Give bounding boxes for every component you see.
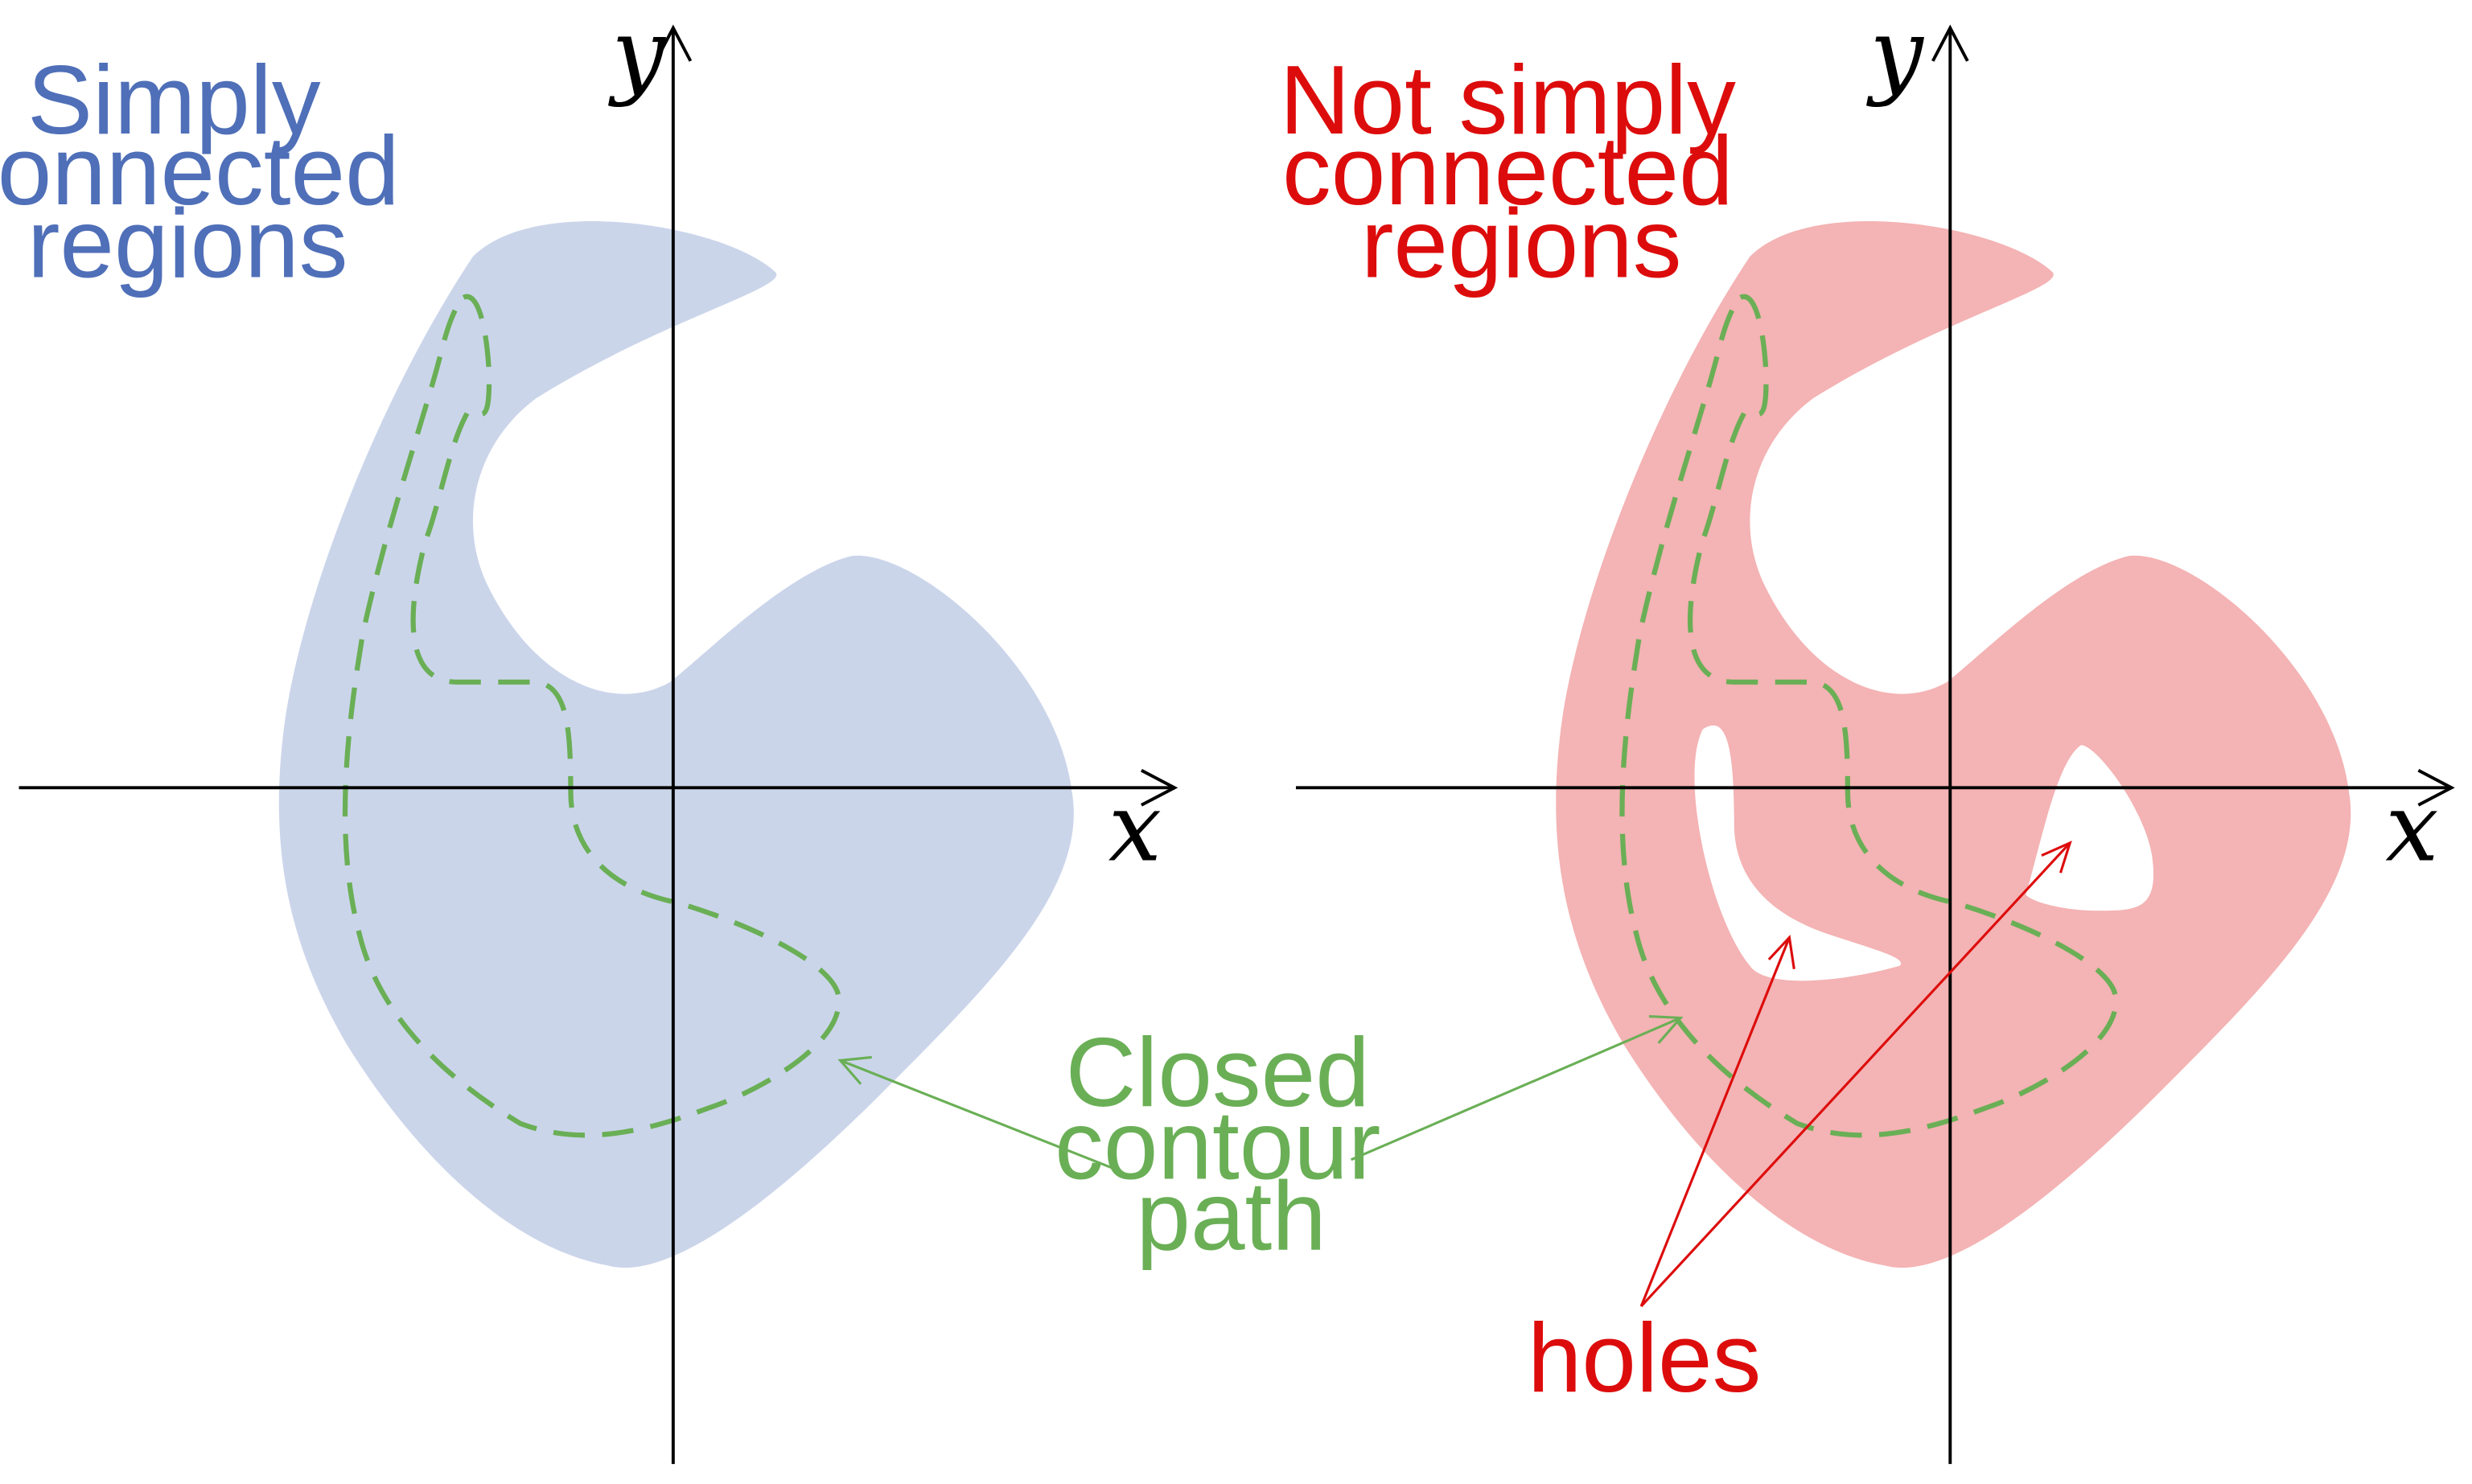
contour-label: Closed contour path [1055,1017,1408,1270]
contour-annotation: Closed contour path [837,1014,1684,1271]
contour-arrow-left [840,1059,1113,1170]
hole-arrow-left [1639,936,1791,1307]
arrow-head-icon [837,1055,872,1085]
arrow-head-icon [2417,769,2455,807]
right-x-axis-label: x [2385,772,2438,882]
right-title: Not simply connected regions [1280,45,1763,298]
right-axes [1295,24,2455,1465]
left-x-axis-label: x [1108,772,1162,882]
arrow-head-icon [1648,1014,1684,1044]
holes-annotation: holes [1528,841,2072,1412]
not-simply-connected-region [1556,220,2351,1268]
simply-connected-region [278,220,1074,1268]
hole-arrow-right [1640,841,2071,1308]
left-axes [19,24,1178,1465]
left-y-axis-label: y [607,0,666,109]
right-y-axis-label: y [1865,0,1924,109]
arrow-head-icon [1931,24,1969,62]
holes-label: holes [1528,1303,1761,1412]
left-panel: y x Simply connected regions [0,0,1178,1465]
arrow-head-icon [2041,841,2072,874]
arrow-head-icon [1141,769,1178,807]
holes-arrows [1639,841,2072,1308]
arrow-head-icon [1767,935,1795,969]
hole-left [1694,725,1902,981]
left-title: Simply connected regions [0,45,426,298]
arrow-head-icon [654,24,693,62]
right-panel: y x Not simply connected regions [1280,0,2455,1465]
contour-arrow-right [1350,1017,1681,1161]
contour-arrows [837,1014,1684,1170]
